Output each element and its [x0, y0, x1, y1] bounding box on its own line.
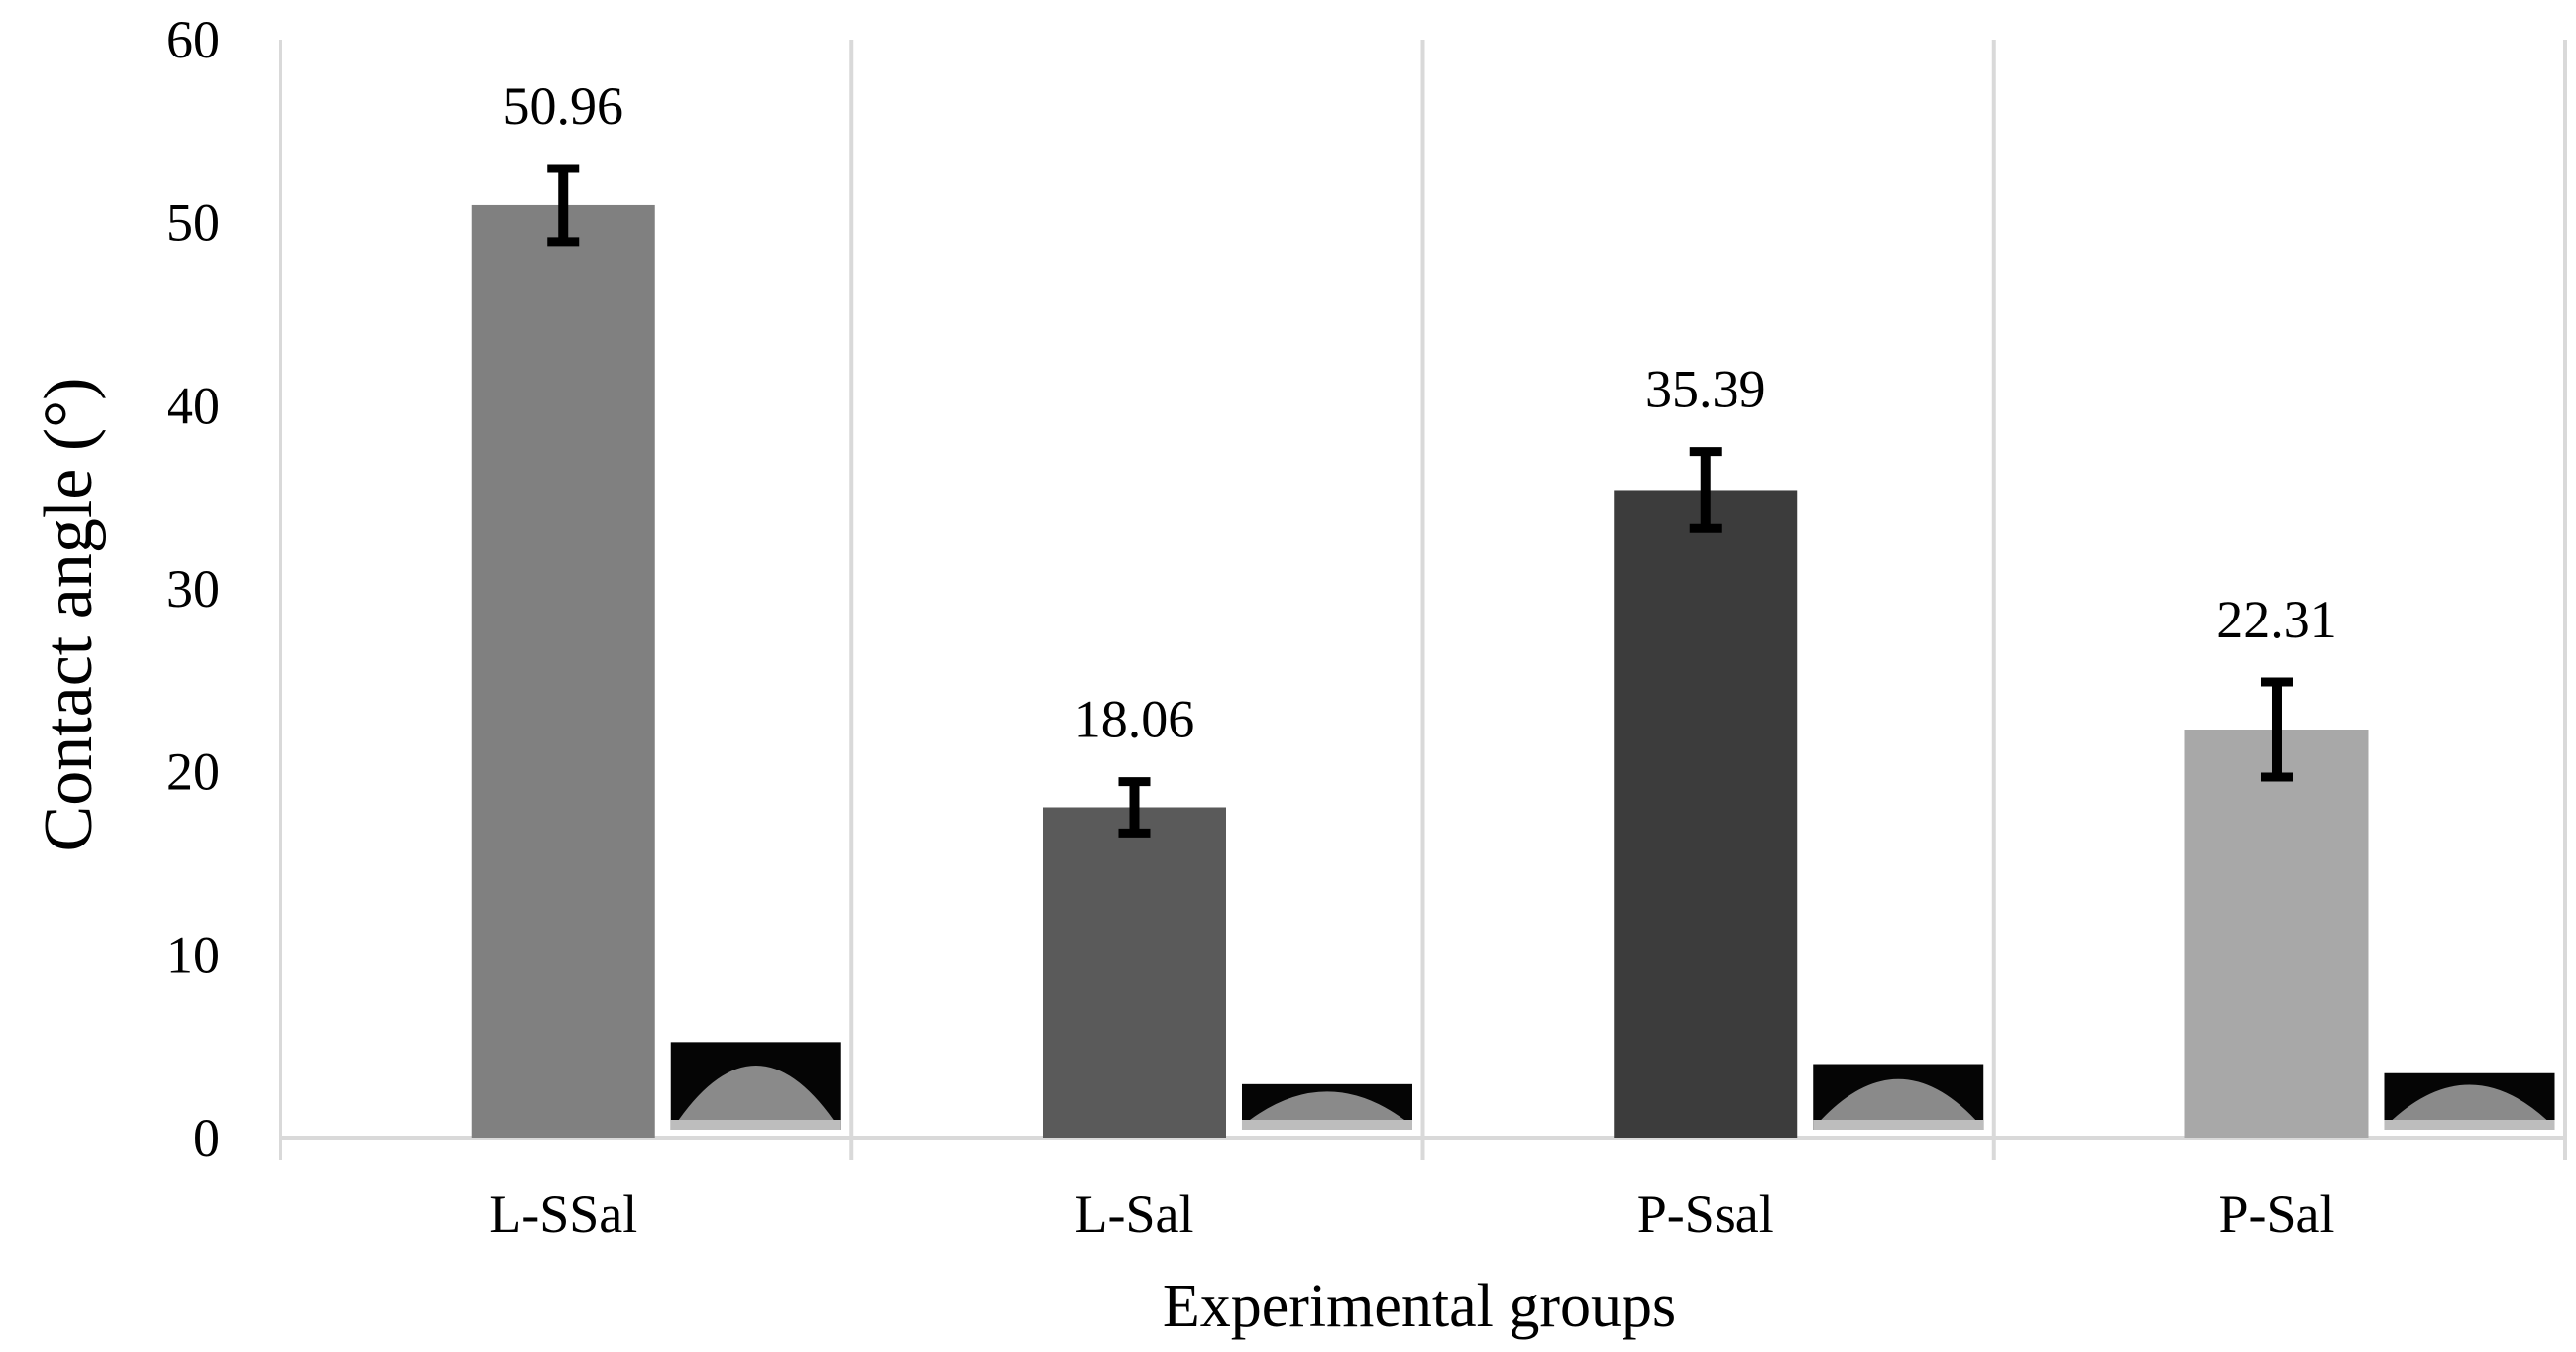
x-tick-label: P-Ssal [1637, 1184, 1774, 1244]
y-axis-title: Contact angle (°) [31, 378, 107, 852]
bar-l-ssal [471, 204, 655, 1138]
droplet-image [670, 1042, 841, 1130]
x-tick-label: L-Sal [1075, 1184, 1194, 1244]
bar-p-ssal [1614, 490, 1798, 1138]
x-category-labels: L-SSal L-Sal P-Ssal P-Sal [489, 1184, 2334, 1244]
droplet-image [2384, 1072, 2555, 1130]
grid-lines [279, 40, 2567, 1160]
y-tick-label: 60 [167, 10, 220, 69]
data-label: 50.96 [503, 76, 623, 136]
error-bar [1689, 447, 1722, 533]
error-bar [547, 164, 580, 247]
y-tick-label: 40 [167, 376, 220, 435]
data-label: 35.39 [1645, 360, 1766, 419]
x-axis-title: Experimental groups [1163, 1273, 1676, 1340]
y-tick-labels: 0 10 20 30 40 50 60 [167, 10, 220, 1168]
data-label: 22.31 [2216, 590, 2337, 649]
droplet-insets [670, 1042, 2555, 1130]
droplet-image [1813, 1064, 1984, 1130]
y-tick-label: 20 [167, 742, 220, 802]
data-label: 18.06 [1074, 690, 1195, 749]
bars [471, 204, 2369, 1138]
y-tick-label: 50 [167, 193, 220, 253]
x-tick-label: L-SSal [489, 1184, 637, 1244]
x-tick-label: P-Sal [2218, 1184, 2334, 1244]
y-tick-label: 30 [167, 559, 220, 619]
error-bar [2260, 677, 2293, 782]
bar-l-sal [1042, 807, 1226, 1138]
bar-p-sal [2184, 730, 2369, 1138]
data-labels: 50.96 18.06 35.39 22.31 [503, 76, 2336, 749]
error-bars [547, 164, 2293, 838]
y-tick-label: 10 [167, 925, 220, 984]
error-bar [1118, 777, 1151, 838]
y-tick-label: 0 [193, 1108, 220, 1168]
droplet-image [1241, 1083, 1412, 1130]
